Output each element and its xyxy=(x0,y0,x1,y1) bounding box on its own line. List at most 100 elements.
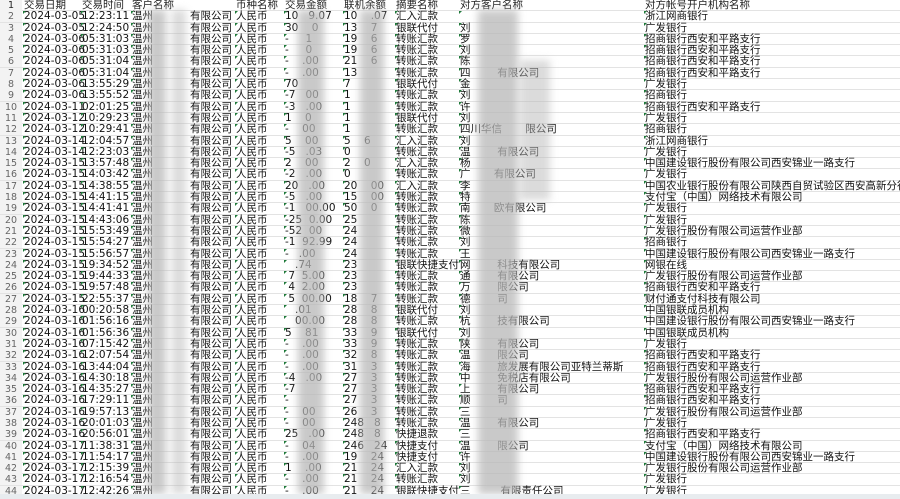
cell-counterparty-bank[interactable]: 招商银行西安和平路支行 xyxy=(644,383,761,396)
row-number[interactable]: 2 xyxy=(0,11,22,23)
cell-currency[interactable]: 人民币 xyxy=(235,55,268,68)
cell-counterparty[interactable]: 刘 xyxy=(459,134,471,147)
cell-amount[interactable]: - .00 xyxy=(284,473,319,486)
cell-time[interactable]: 19:44:33 xyxy=(80,270,130,283)
cell-counterparty-bank[interactable]: 浙江网商银行 xyxy=(644,134,708,147)
cell-balance[interactable]: 50 0 xyxy=(342,202,378,215)
cell-date[interactable]: 2024-03-06 xyxy=(22,66,86,79)
cell-customer[interactable]: 温州 有限公司 xyxy=(131,33,232,45)
cell-date[interactable]: 2024-03-17 xyxy=(22,484,86,497)
cell-counterparty-bank[interactable]: 广发银行股份有限公司运营作业部 xyxy=(644,371,803,384)
cell-currency[interactable]: 人民币 xyxy=(235,473,268,486)
cell-currency[interactable]: 人民币 xyxy=(235,44,268,57)
row-number[interactable]: 18 xyxy=(0,192,22,204)
cell-currency[interactable]: 人民币 xyxy=(235,157,268,170)
cell-currency[interactable]: 人民币 xyxy=(235,145,268,158)
row-number[interactable]: 1 xyxy=(0,0,22,11)
cell-time[interactable]: 14:35:27 xyxy=(80,383,130,396)
row-number[interactable]: 24 xyxy=(0,259,22,271)
cell-summary[interactable]: 银联代付 xyxy=(395,111,438,124)
cell-counterparty[interactable]: 刘 xyxy=(459,473,471,486)
cell-summary[interactable]: 转账汇款 xyxy=(395,44,438,57)
cell-balance[interactable]: 10 .07 xyxy=(342,10,388,23)
cell-balance[interactable]: 246 24 xyxy=(342,439,388,452)
cell-customer[interactable]: 温州 有限公司 xyxy=(131,101,232,113)
row-number[interactable]: 16 xyxy=(0,169,22,181)
cell-date[interactable]: 2024-03-15 xyxy=(22,281,86,294)
cell-date[interactable]: 2024-03-16 xyxy=(22,315,86,328)
cell-time[interactable]: 05:31:03 xyxy=(80,44,130,57)
cell-counterparty[interactable]: 四 有限公司 xyxy=(458,66,540,79)
cell-balance[interactable]: 32 8 xyxy=(342,349,378,362)
cell-time[interactable]: 15:53:49 xyxy=(80,224,130,237)
cell-balance[interactable]: 23 xyxy=(342,281,358,294)
cell-summary[interactable]: 转账汇款 xyxy=(395,270,438,283)
row-number[interactable]: 6 xyxy=(0,56,22,68)
cell-time[interactable]: 12:42:26 xyxy=(80,484,130,497)
cell-counterparty[interactable]: 海 旅发展有限公司亚特兰蒂斯 xyxy=(458,360,624,373)
cell-date[interactable]: 2024-03-12 xyxy=(22,123,86,136)
cell-counterparty[interactable]: 南 欧有限公司 xyxy=(458,202,547,215)
cell-currency[interactable]: 人民币 xyxy=(235,349,268,362)
cell-counterparty[interactable]: 三 xyxy=(459,405,471,418)
cell-customer[interactable]: 温州 有限公司 xyxy=(131,67,232,79)
cell-customer[interactable]: 温州 有限公司 xyxy=(131,271,232,282)
cell-date[interactable]: 2024-03-16 xyxy=(22,349,86,362)
cell-currency[interactable]: 人民币 xyxy=(235,32,268,45)
cell-customer[interactable]: 温州 有限公司 xyxy=(131,350,232,361)
cell-time[interactable]: 15:56:57 xyxy=(80,247,130,260)
cell-date[interactable]: 2024-03-15 xyxy=(22,292,86,305)
cell-date[interactable]: 2024-03-06 xyxy=(22,78,86,91)
cell-customer[interactable]: 温州 有限公司 xyxy=(131,248,232,260)
row-number[interactable]: 11 xyxy=(0,112,22,124)
cell-time[interactable]: 14:43:06 xyxy=(80,213,130,226)
cell-date[interactable]: 2024-03-06 xyxy=(22,55,86,68)
cell-counterparty-bank[interactable]: 浙江网商银行 xyxy=(644,10,708,23)
cell-counterparty[interactable]: 微 xyxy=(459,224,471,237)
header-counterparty[interactable]: 对方客户名称 xyxy=(460,0,523,11)
cell-counterparty[interactable]: 金 xyxy=(459,78,471,91)
row-number[interactable]: 41 xyxy=(0,451,22,463)
cell-counterparty-bank[interactable]: 广发银行 xyxy=(644,78,687,91)
cell-customer[interactable]: 温州 有限公司 xyxy=(131,45,232,56)
cell-counterparty-bank[interactable]: 广发银行 xyxy=(644,21,687,34)
cell-counterparty[interactable]: 三 有限责任公司 xyxy=(459,484,564,497)
cell-balance[interactable]: 23 xyxy=(342,258,358,271)
header-balance[interactable]: 联机余额 xyxy=(344,0,386,11)
cell-currency[interactable]: 人民币 xyxy=(235,394,268,407)
cell-counterparty[interactable]: 杨 xyxy=(459,157,471,170)
row-number[interactable]: 26 xyxy=(0,282,22,294)
cell-summary[interactable]: 转账汇款 xyxy=(395,349,438,362)
cell-customer[interactable]: 温州 有限公司 xyxy=(131,474,232,485)
cell-time[interactable]: 14:41:15 xyxy=(80,191,130,204)
cell-date[interactable]: 2024-03-06 xyxy=(22,32,86,45)
cell-counterparty[interactable]: 刘 xyxy=(459,111,471,124)
cell-time[interactable]: 05:31:04 xyxy=(80,66,130,79)
cell-currency[interactable]: 人民币 xyxy=(235,383,268,396)
cell-time[interactable]: 12:04:57 xyxy=(80,134,130,147)
cell-summary[interactable]: 转账汇款 xyxy=(395,213,438,226)
cell-summary[interactable]: 转账汇款 xyxy=(395,191,438,204)
row-number[interactable]: 29 xyxy=(0,316,22,328)
cell-date[interactable]: 2024-03-15 xyxy=(22,236,86,249)
cell-currency[interactable]: 人民币 xyxy=(235,292,268,305)
header-summary[interactable]: 摘要名称 xyxy=(396,0,438,11)
cell-counterparty-bank[interactable]: 中国银联成员机构 xyxy=(644,304,729,317)
header-customer[interactable]: 客户名称 xyxy=(132,0,174,11)
cell-time[interactable]: 05:31:04 xyxy=(80,55,130,68)
cell-customer[interactable]: 温州 有限公司 xyxy=(131,305,232,316)
cell-balance[interactable]: 25 xyxy=(342,213,358,226)
cell-counterparty-bank[interactable]: 中国银联成员机构 xyxy=(644,326,729,339)
cell-summary[interactable]: 转账汇款 xyxy=(395,168,438,181)
cell-time[interactable]: 00:20:58 xyxy=(80,304,130,317)
cell-time[interactable]: 14:30:18 xyxy=(80,371,130,384)
cell-time[interactable]: 01:56:16 xyxy=(80,315,130,328)
cell-customer[interactable]: 温州 有限公司 xyxy=(131,146,232,158)
cell-time[interactable]: 02:01:25 xyxy=(80,100,130,113)
cell-counterparty-bank[interactable]: 招商银行西安和平路支行 xyxy=(644,428,761,441)
cell-time[interactable]: 11:54:17 xyxy=(80,450,130,463)
cell-counterparty-bank[interactable]: 广发银行股份有限公司运营作业部 xyxy=(644,224,803,237)
cell-date[interactable]: 2024-03-16 xyxy=(22,371,86,384)
cell-time[interactable]: 20:01:03 xyxy=(80,416,130,429)
cell-balance[interactable]: 24 xyxy=(342,247,358,260)
